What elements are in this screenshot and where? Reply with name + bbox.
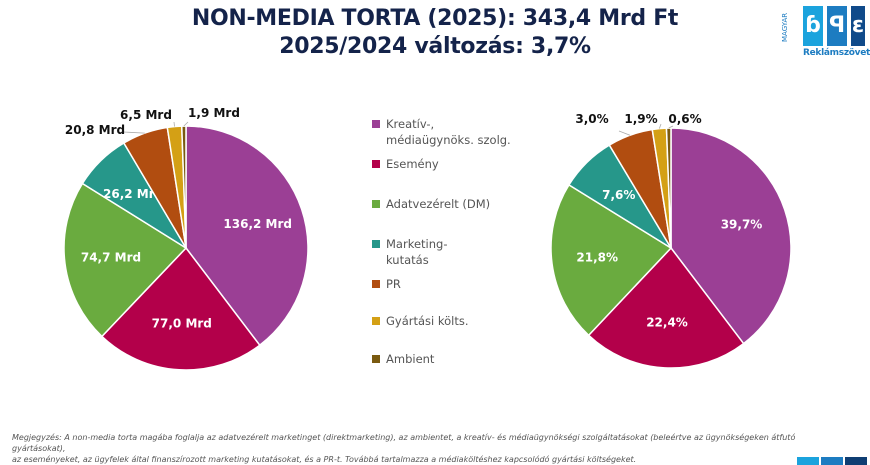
pie-slice bbox=[185, 125, 309, 347]
pie-label: 7,6% bbox=[602, 188, 635, 202]
pie-label: 39,7% bbox=[721, 217, 763, 231]
chart-subtitle: 2025/2024 változás: 3,7% bbox=[279, 34, 591, 59]
pie-label: 1,9% bbox=[624, 112, 657, 126]
legend-swatch bbox=[372, 280, 380, 288]
leader-line bbox=[658, 123, 662, 129]
legend-swatch bbox=[372, 240, 380, 248]
legend-label: PR bbox=[386, 277, 401, 291]
corner-block-2 bbox=[821, 457, 843, 465]
pie-label: 20,8 Mrd bbox=[65, 123, 125, 137]
legend-item: Adatvezérelt (DM) bbox=[372, 196, 542, 212]
pie-label: 74,7 Mrd bbox=[81, 251, 141, 265]
footnote-line-1: Megjegyzés: A non-media torta magába fog… bbox=[12, 433, 796, 453]
pie-slice bbox=[550, 183, 673, 337]
legend-swatch bbox=[372, 160, 380, 168]
legend-label: Gyártási költs. bbox=[386, 314, 469, 328]
leader-line bbox=[618, 130, 631, 136]
logo-block-2: ꟼ bbox=[827, 6, 847, 46]
footnote: Megjegyzés: A non-media torta magába fog… bbox=[12, 432, 812, 465]
pie-label: 136,2 Mrd bbox=[223, 217, 292, 231]
logo-name: Reklámszövetség bbox=[803, 48, 870, 58]
corner-block-3 bbox=[845, 457, 867, 465]
pie-slice bbox=[670, 127, 792, 345]
pie-slice bbox=[63, 182, 188, 338]
legend-swatch bbox=[372, 120, 380, 128]
legend-swatch bbox=[372, 317, 380, 325]
legend-item: Gyártási költs. bbox=[372, 313, 542, 329]
logo-block-1: ɓ bbox=[803, 6, 823, 46]
pie-label: 6,5 Mrd bbox=[120, 108, 172, 122]
footnote-line-2: az eseményeket, az ügyfelek által finans… bbox=[12, 455, 637, 464]
pie-right-percent: 39,7% 22,4% 21,8% 7,6% 3,0% 1,9% 0,6% bbox=[550, 112, 792, 369]
legend-label: Adatvezérelt (DM) bbox=[386, 197, 491, 211]
leader-line bbox=[123, 131, 145, 134]
pie-label: 22,4% bbox=[646, 315, 688, 329]
chart-title: NON-MEDIA TORTA (2025): 343,4 Mrd Ft bbox=[191, 6, 679, 31]
pie-slice bbox=[100, 246, 261, 371]
legend-swatch bbox=[372, 355, 380, 363]
legend-label: Ambient bbox=[386, 352, 435, 366]
logo-block-3: ɛ bbox=[851, 6, 865, 46]
legend-item: PR bbox=[372, 276, 542, 292]
leader-line bbox=[183, 121, 189, 127]
pie-label: 3,0% bbox=[575, 112, 608, 126]
legend-swatch bbox=[372, 200, 380, 208]
legend-label: Marketing-kutatás bbox=[386, 237, 448, 267]
pie-slice bbox=[587, 246, 745, 369]
pie-label: 26,2 Mrd bbox=[103, 187, 163, 201]
legend-item: Marketing-kutatás bbox=[372, 236, 462, 268]
leader-line bbox=[668, 125, 674, 129]
legend-item: Kreatív-, médiaügynöks. szolg. bbox=[372, 116, 522, 148]
pie-label: 21,8% bbox=[576, 251, 618, 265]
pie-left-mrd: 136,2 Mrd 77,0 Mrd 74,7 Mrd 26,2 Mrd 20,8 Mr… bbox=[63, 106, 309, 371]
pie-label: 0,6% bbox=[668, 112, 701, 126]
pie-slice bbox=[180, 125, 187, 249]
corner-block-1 bbox=[797, 457, 819, 465]
pie-label: 1,9 Mrd bbox=[188, 106, 240, 120]
pie-label: 77,0 Mrd bbox=[152, 317, 212, 331]
legend-item: Ambient bbox=[372, 351, 542, 367]
legend-label: Esemény bbox=[386, 157, 439, 171]
logo: ɓ ꟼ ɛ MAGYAR Reklámszövetség bbox=[781, 6, 870, 62]
leader-line bbox=[173, 121, 175, 127]
legend-item: Esemény bbox=[372, 156, 542, 172]
legend-label: Kreatív-, médiaügynöks. szolg. bbox=[386, 117, 511, 147]
